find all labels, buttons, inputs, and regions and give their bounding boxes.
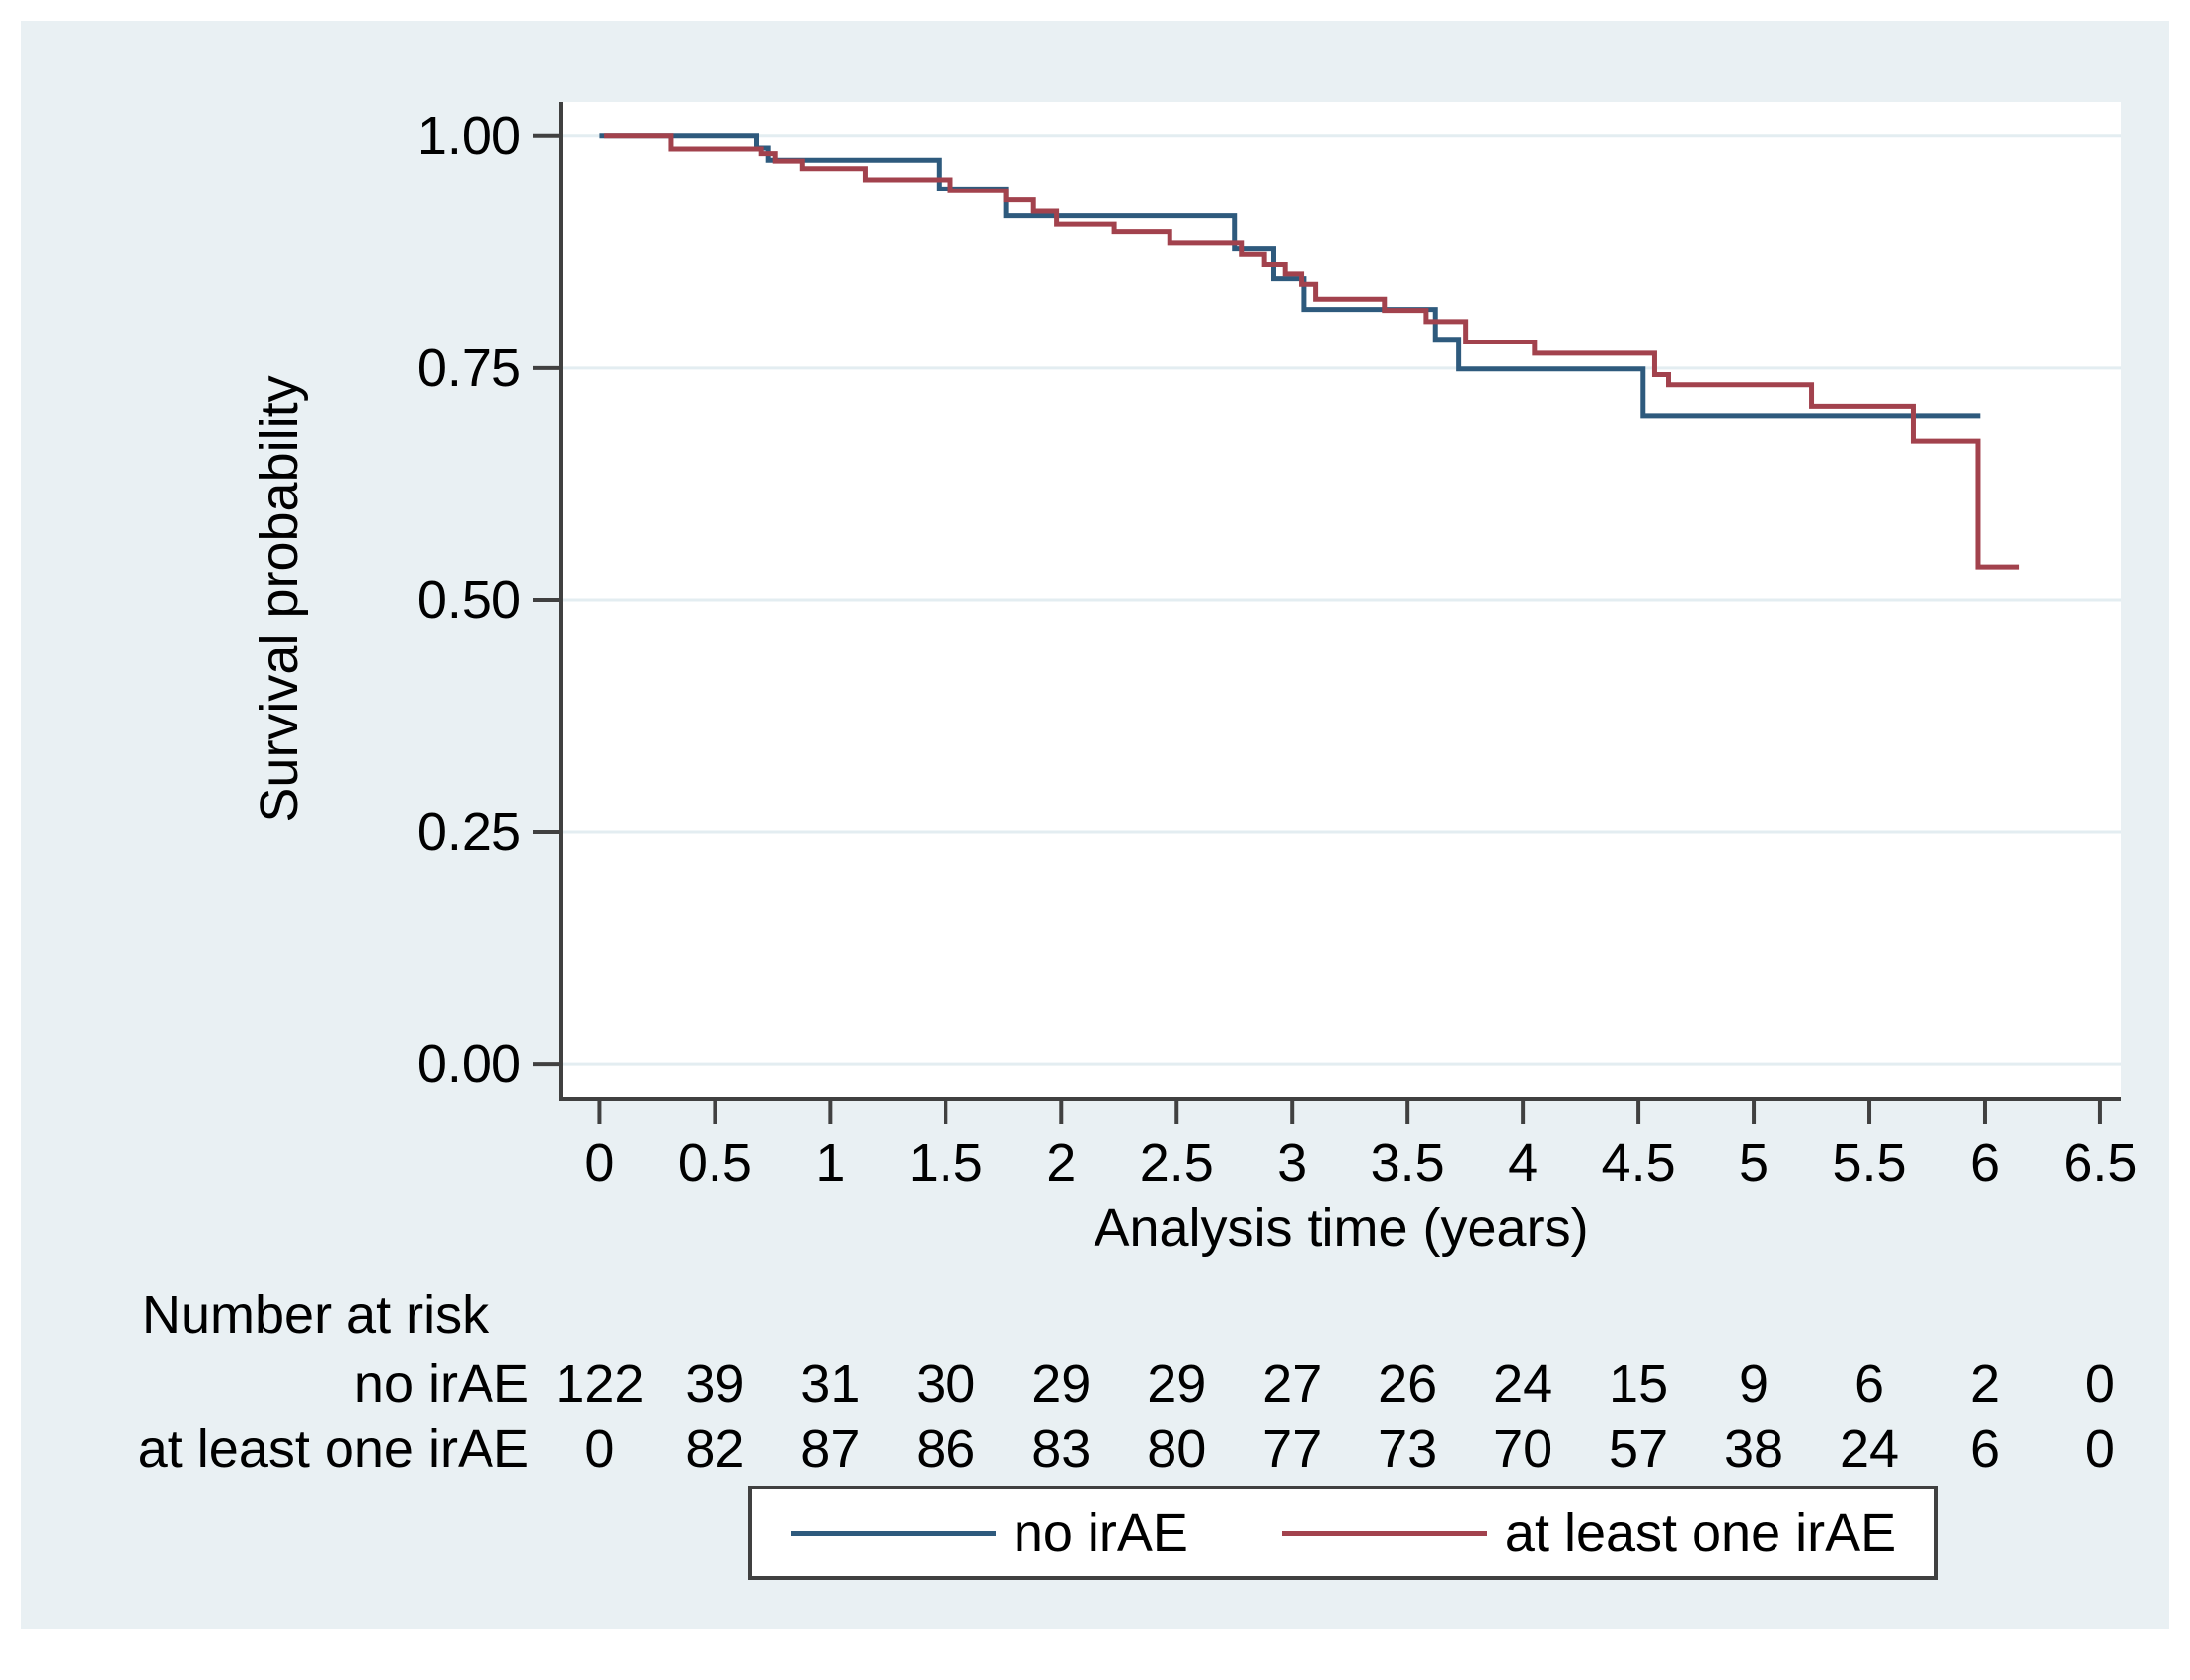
x-tick-label-4.5: 4.5 bbox=[1601, 1133, 1676, 1192]
x-tick-label-0.5: 0.5 bbox=[677, 1133, 752, 1192]
legend-line-no-irae bbox=[790, 1530, 996, 1536]
x-tick-label-1: 1 bbox=[815, 1133, 846, 1192]
x-tick-label-6: 6 bbox=[1969, 1133, 2000, 1192]
y-tick-label-0.00: 0.00 bbox=[416, 1034, 521, 1095]
x-tick-label-1.5: 1.5 bbox=[908, 1133, 983, 1192]
risk-cell: 0 bbox=[584, 1419, 615, 1479]
x-tick-label-5: 5 bbox=[1739, 1133, 1770, 1192]
risk-cell: 86 bbox=[916, 1419, 976, 1479]
risk-cell: 122 bbox=[555, 1354, 644, 1413]
legend-line-at-least-one-irae bbox=[1281, 1530, 1487, 1536]
risk-cell: 15 bbox=[1609, 1354, 1669, 1413]
risk-cell: 26 bbox=[1378, 1354, 1438, 1413]
risk-cell: 77 bbox=[1262, 1419, 1322, 1479]
risk-cell: 80 bbox=[1147, 1419, 1207, 1479]
legend-label-at-least-one-irae: at least one irAE bbox=[1504, 1503, 1897, 1563]
risk-cell: 70 bbox=[1493, 1419, 1553, 1479]
risk-cell: 27 bbox=[1262, 1354, 1322, 1413]
risk-cell: 0 bbox=[2084, 1354, 2115, 1413]
legend-label-no-irae: no irAE bbox=[1013, 1503, 1188, 1563]
risk-cell: 0 bbox=[2084, 1419, 2115, 1479]
risk-cell: 9 bbox=[1739, 1354, 1770, 1413]
risk-cell: 39 bbox=[685, 1354, 745, 1413]
risk-cell: 6 bbox=[1853, 1354, 1885, 1413]
y-tick-label-0.75: 0.75 bbox=[416, 338, 521, 398]
y-tick-label-0.25: 0.25 bbox=[416, 802, 521, 862]
risk-cell: 83 bbox=[1031, 1419, 1092, 1479]
risk-cell: 2 bbox=[1969, 1354, 2000, 1413]
x-tick-label-2.5: 2.5 bbox=[1139, 1133, 1214, 1192]
x-axis-title: Analysis time (years) bbox=[1094, 1198, 1589, 1258]
risk-cell: 87 bbox=[800, 1419, 861, 1479]
risk-cell: 73 bbox=[1378, 1419, 1438, 1479]
risk-row-label-at-least-one-irAE: at least one irAE bbox=[137, 1419, 529, 1479]
x-tick-label-5.5: 5.5 bbox=[1832, 1133, 1907, 1192]
y-axis-title: Survival probability bbox=[250, 375, 309, 823]
risk-cell: 29 bbox=[1147, 1354, 1207, 1413]
x-tick-label-2: 2 bbox=[1046, 1133, 1077, 1192]
x-tick-label-0: 0 bbox=[584, 1133, 615, 1192]
risk-cell: 38 bbox=[1724, 1419, 1784, 1479]
risk-cell: 31 bbox=[800, 1354, 861, 1413]
risk-cell: 82 bbox=[685, 1419, 745, 1479]
risk-row-label-no-irAE: no irAE bbox=[353, 1354, 529, 1413]
x-tick-label-4: 4 bbox=[1508, 1133, 1539, 1192]
legend: no irAE at least one irAE bbox=[748, 1486, 1938, 1580]
x-tick-label-3.5: 3.5 bbox=[1370, 1133, 1445, 1192]
risk-cell: 29 bbox=[1031, 1354, 1092, 1413]
risk-cell: 24 bbox=[1839, 1419, 1900, 1479]
series-path-at-least-one-irAE bbox=[604, 133, 2020, 570]
risk-table-title: Number at risk bbox=[142, 1285, 490, 1344]
risk-cell: 24 bbox=[1493, 1354, 1553, 1413]
km-plot-canvas bbox=[533, 102, 2121, 1124]
risk-cell: 30 bbox=[916, 1354, 976, 1413]
x-tick-label-6.5: 6.5 bbox=[2063, 1133, 2138, 1192]
risk-cell: 57 bbox=[1609, 1419, 1669, 1479]
km-survival-figure: Survival probability Analysis time (year… bbox=[21, 21, 2169, 1629]
y-tick-label-1.00: 1.00 bbox=[416, 106, 521, 166]
y-tick-label-0.50: 0.50 bbox=[416, 570, 521, 630]
risk-cell: 6 bbox=[1969, 1419, 2000, 1479]
x-tick-label-3: 3 bbox=[1277, 1133, 1308, 1192]
